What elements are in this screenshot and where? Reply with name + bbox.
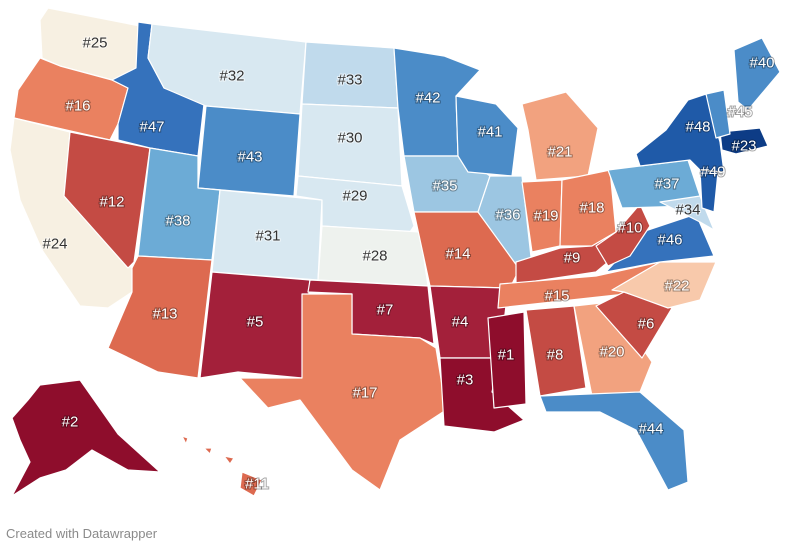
state-vt (705, 89, 731, 139)
rank-label-nv: #12 (99, 194, 124, 211)
state-nv (63, 131, 151, 269)
state-nm (199, 271, 311, 379)
rank-label-ne: #29 (342, 188, 367, 205)
rank-label-ak: #2 (62, 414, 79, 431)
rank-label-ok: #7 (377, 302, 394, 319)
rank-label-ia: #35 (432, 178, 457, 195)
rank-label-wy: #43 (237, 149, 262, 166)
rank-label-hi: #11 (245, 476, 269, 493)
rank-label-ar: #4 (452, 314, 469, 331)
rank-label-vt: #45 (727, 104, 752, 121)
state-ma (719, 127, 769, 155)
rank-label-ky: #9 (564, 250, 581, 267)
rank-label-ks: #28 (362, 248, 387, 265)
rank-label-wi: #41 (477, 124, 502, 141)
state-wy (197, 105, 301, 197)
credit-line: Created with Datawrapper (6, 526, 158, 541)
rank-label-tn: #15 (544, 288, 569, 305)
rank-label-ms: #1 (498, 347, 515, 364)
rank-label-il: #36 (495, 207, 520, 224)
rank-label-md: #34 (675, 202, 700, 219)
rank-label-tx: #17 (352, 385, 377, 402)
rank-label-az: #13 (152, 306, 177, 323)
state-sc (595, 291, 673, 359)
state-ak (11, 379, 161, 497)
state-al (525, 305, 587, 397)
rank-label-nj: #49 (700, 164, 725, 181)
rank-label-mn: #42 (415, 90, 440, 107)
state-md (659, 195, 715, 231)
rank-label-me: #40 (749, 55, 774, 72)
rank-label-la: #3 (457, 372, 474, 389)
rank-label-mt: #32 (219, 68, 244, 85)
rank-label-sc: #6 (638, 316, 655, 333)
rank-label-sd: #30 (337, 130, 362, 147)
state-ny (635, 93, 725, 173)
state-nj (699, 169, 719, 213)
rank-label-ut: #38 (165, 213, 190, 230)
rank-label-va: #46 (657, 232, 682, 249)
rank-label-id: #47 (139, 119, 164, 136)
state-fl (539, 391, 689, 491)
rank-label-wa: #25 (82, 35, 107, 52)
rank-label-fl: #44 (638, 421, 663, 438)
rank-label-in: #19 (533, 208, 558, 225)
rank-label-nm: #5 (247, 314, 264, 331)
rank-label-nc: #22 (664, 278, 689, 295)
state-wv (595, 203, 651, 267)
state-mo (413, 211, 521, 289)
rank-label-ma: #23 (731, 138, 756, 155)
state-hi (181, 435, 263, 497)
state-ms (487, 311, 527, 409)
state-tx (239, 293, 447, 491)
state-mi (521, 91, 599, 181)
state-az (107, 255, 213, 379)
rank-label-ca: #24 (42, 236, 67, 253)
rank-label-ga: #20 (599, 344, 624, 361)
state-me (733, 37, 781, 111)
rank-label-ny: #48 (685, 119, 710, 136)
rank-label-al: #8 (547, 347, 564, 364)
rank-label-oh: #18 (579, 200, 604, 217)
rank-label-co: #31 (255, 228, 280, 245)
rank-label-mo: #14 (445, 246, 470, 263)
rank-label-mi: #21 (547, 144, 572, 161)
rank-label-wv: #10 (617, 220, 642, 237)
rank-label-or: #16 (65, 98, 90, 115)
choropleth-map: #25 #16 #24 #12 #47 #32 #43 #38 #13 #31 #5 #33 #30 #2… (9, 7, 781, 497)
rank-label-nd: #33 (337, 72, 362, 89)
rank-label-pa: #37 (654, 176, 679, 193)
